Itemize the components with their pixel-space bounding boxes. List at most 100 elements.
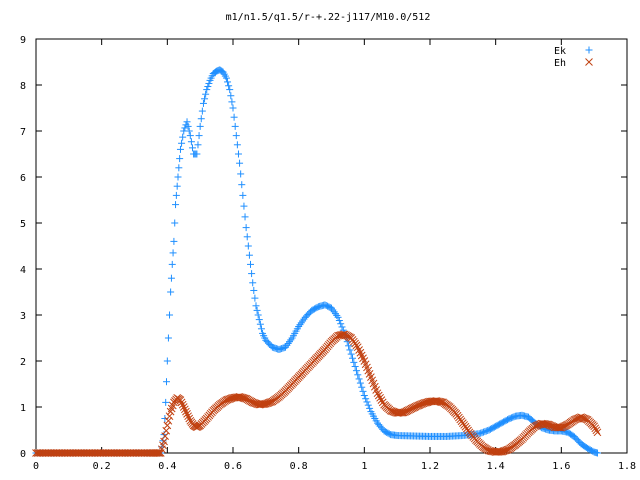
data-point	[502, 446, 511, 455]
data-point	[181, 124, 189, 132]
data-point	[531, 422, 539, 431]
data-point	[229, 104, 237, 112]
data-point	[239, 394, 248, 402]
data-point	[174, 173, 182, 181]
data-point	[176, 145, 184, 153]
data-point	[170, 237, 178, 245]
data-point	[578, 413, 587, 422]
data-point	[544, 420, 553, 429]
data-point	[198, 107, 206, 115]
data-point	[202, 90, 210, 98]
data-point	[241, 213, 249, 221]
data-point	[334, 313, 342, 321]
data-point	[163, 421, 172, 430]
data-point	[166, 311, 174, 319]
data-point	[178, 400, 187, 409]
data-point	[577, 413, 585, 421]
data-point	[245, 251, 253, 259]
data-point	[186, 132, 194, 140]
data-point	[436, 397, 445, 406]
data-point	[374, 391, 383, 400]
data-point	[352, 367, 360, 375]
series-ek	[32, 66, 601, 457]
data-point	[231, 122, 239, 130]
data-point	[581, 414, 589, 423]
data-point	[165, 412, 174, 421]
data-point	[201, 95, 209, 103]
x-tick-label: 1.8	[618, 461, 636, 472]
data-point	[363, 398, 371, 406]
data-point	[183, 118, 191, 126]
data-point	[364, 401, 372, 409]
y-tick-label: 1	[20, 403, 26, 414]
data-point	[239, 191, 247, 199]
data-point	[413, 402, 421, 410]
data-point	[179, 133, 187, 141]
axes: 0 0.2 0.4 0.6 0.8 1 1.2 1.4 1.6 1.8 0 1 2 3 4 5 6 7 8 9	[20, 35, 636, 472]
data-point	[570, 416, 579, 424]
data-point	[183, 410, 191, 418]
data-point	[155, 449, 164, 457]
data-point	[355, 375, 363, 383]
y-tick-label: 6	[20, 173, 26, 184]
data-point	[244, 242, 252, 250]
y-tick-label: 3	[20, 311, 26, 322]
data-point	[187, 138, 195, 146]
plot-area	[32, 66, 602, 457]
series-eh	[32, 330, 602, 457]
data-point	[346, 346, 354, 354]
data-point	[360, 392, 368, 399]
data-point	[414, 401, 423, 410]
data-point	[249, 279, 257, 287]
data-point	[590, 422, 599, 431]
data-point	[248, 270, 256, 278]
data-point	[345, 342, 353, 350]
data-point	[184, 412, 192, 421]
data-point	[337, 320, 345, 328]
data-point	[592, 426, 601, 435]
data-point	[237, 170, 245, 178]
data-point	[184, 122, 192, 130]
chart-title: m1/n1.5/q1.5/r-+.22-j117/M10.0/512	[226, 12, 431, 23]
data-point	[347, 350, 355, 358]
data-point	[163, 357, 171, 365]
data-point	[225, 82, 233, 90]
data-point	[546, 421, 555, 430]
data-point	[579, 414, 588, 423]
data-point	[251, 294, 259, 302]
data-point	[176, 155, 184, 163]
data-point	[415, 401, 424, 409]
data-point	[257, 325, 265, 333]
data-point	[226, 86, 234, 94]
x-tick-label: 1	[361, 461, 367, 472]
data-point	[359, 387, 367, 395]
data-point	[177, 398, 186, 407]
data-point	[252, 302, 260, 310]
data-point	[194, 141, 202, 149]
y-tick-label: 4	[20, 265, 26, 276]
y-tick-label: 5	[20, 219, 26, 230]
legend-marker	[585, 58, 593, 66]
data-point	[350, 358, 358, 366]
data-point	[185, 127, 193, 135]
data-point	[254, 311, 262, 319]
x-tick-label: 0	[33, 461, 39, 472]
data-point	[233, 141, 241, 149]
data-point	[265, 398, 274, 407]
data-point	[362, 395, 370, 403]
data-point	[338, 323, 346, 331]
data-point	[243, 233, 251, 241]
data-point	[532, 421, 541, 430]
data-point	[182, 407, 190, 416]
data-point	[164, 416, 173, 425]
data-point	[240, 202, 248, 210]
data-point	[197, 115, 205, 123]
data-point	[224, 78, 232, 86]
data-point	[335, 317, 343, 325]
data-point	[416, 400, 425, 409]
data-point	[179, 403, 188, 411]
data-point	[168, 260, 176, 268]
data-point	[533, 421, 542, 430]
